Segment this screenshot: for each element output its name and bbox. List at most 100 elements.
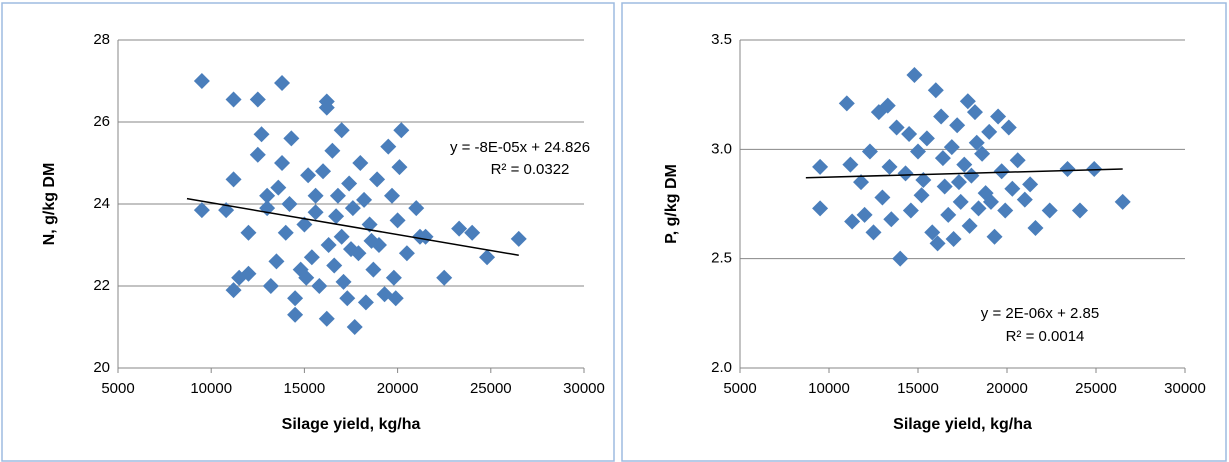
data-point	[874, 189, 891, 206]
data-point	[940, 206, 957, 223]
data-point	[363, 232, 380, 249]
data-point	[966, 104, 983, 121]
data-point	[1086, 161, 1103, 178]
data-point	[356, 191, 373, 208]
data-point	[970, 200, 987, 217]
data-point	[225, 282, 242, 299]
data-point	[344, 200, 361, 217]
y-tick-label: 22	[93, 277, 110, 294]
y-tick-label: 2.5	[711, 250, 732, 267]
data-point	[193, 73, 210, 89]
trendline-equation: y = -8E-05x + 24.826	[450, 139, 590, 156]
data-point	[451, 220, 468, 237]
y-tick-label: 2.0	[711, 359, 732, 376]
data-point	[307, 204, 324, 221]
data-point	[326, 257, 343, 274]
data-point	[963, 167, 980, 184]
data-point	[287, 290, 304, 307]
y-axis-title: N, g/kg DM	[41, 163, 58, 246]
data-point	[352, 155, 369, 171]
data-point	[812, 200, 829, 217]
trendline-equation: R² = 0.0322	[491, 161, 570, 178]
data-point	[949, 117, 966, 134]
data-point	[249, 91, 266, 108]
data-point	[1022, 176, 1039, 193]
y-tick-label: 20	[93, 359, 110, 376]
trendline-equation: R² = 0.0014	[1006, 328, 1085, 345]
x-tick-label: 10000	[808, 380, 850, 397]
data-point	[901, 126, 918, 143]
data-point	[974, 145, 991, 162]
x-tick-label: 5000	[723, 380, 756, 397]
panel-border	[621, 2, 1227, 462]
data-point	[856, 206, 873, 223]
y-tick-label: 3.0	[711, 140, 732, 157]
data-point	[384, 187, 401, 204]
data-point	[296, 216, 313, 233]
data-point	[479, 249, 496, 266]
data-point	[318, 310, 335, 327]
data-point	[1016, 191, 1033, 208]
data-point	[888, 119, 905, 136]
data-point	[929, 235, 946, 252]
panel-border	[1, 2, 615, 462]
data-point	[324, 142, 341, 159]
data-point	[861, 143, 878, 160]
data-point	[853, 174, 870, 191]
data-point	[927, 82, 944, 99]
data-point	[950, 174, 967, 191]
data-point	[393, 122, 410, 139]
data-point	[981, 123, 998, 140]
data-point	[320, 237, 337, 253]
data-point	[865, 224, 882, 241]
data-point	[910, 143, 926, 160]
data-point	[307, 187, 324, 204]
data-point	[986, 228, 1003, 245]
data-point	[369, 171, 386, 188]
data-point	[391, 159, 408, 176]
data-point	[274, 155, 291, 171]
data-point	[328, 208, 345, 225]
data-point	[997, 202, 1014, 219]
data-point	[897, 165, 914, 182]
x-tick-label: 20000	[377, 380, 419, 397]
x-tick-label: 20000	[986, 380, 1028, 397]
data-point	[193, 202, 210, 219]
x-tick-label: 15000	[897, 380, 939, 397]
data-point	[1004, 180, 1021, 197]
data-point	[333, 228, 350, 245]
data-point	[389, 212, 406, 229]
data-point	[842, 156, 859, 173]
y-tick-label: 3.5	[711, 31, 732, 48]
x-tick-label: 30000	[1164, 380, 1206, 397]
y-tick-label: 28	[93, 31, 110, 48]
data-point	[240, 224, 257, 241]
y-tick-label: 24	[93, 195, 110, 212]
data-point	[961, 217, 978, 234]
data-point	[993, 163, 1010, 180]
data-point	[249, 146, 266, 163]
x-tick-label: 30000	[563, 380, 605, 397]
data-point	[1041, 202, 1058, 219]
data-point	[283, 130, 300, 147]
data-point	[934, 150, 951, 167]
data-point	[464, 224, 481, 241]
data-point	[274, 75, 291, 92]
data-point	[318, 99, 335, 116]
data-point	[924, 224, 941, 241]
data-point	[408, 200, 425, 217]
data-point	[945, 230, 962, 247]
y-axis-title: P, g/kg DM	[663, 164, 680, 244]
data-point	[341, 175, 358, 192]
data-point	[844, 213, 861, 230]
data-point	[968, 134, 985, 151]
data-point	[956, 156, 973, 173]
data-point	[259, 187, 276, 204]
data-point	[253, 126, 270, 143]
data-point	[881, 158, 898, 175]
data-point	[225, 91, 242, 108]
trendline	[805, 168, 1123, 179]
data-point	[300, 167, 317, 184]
